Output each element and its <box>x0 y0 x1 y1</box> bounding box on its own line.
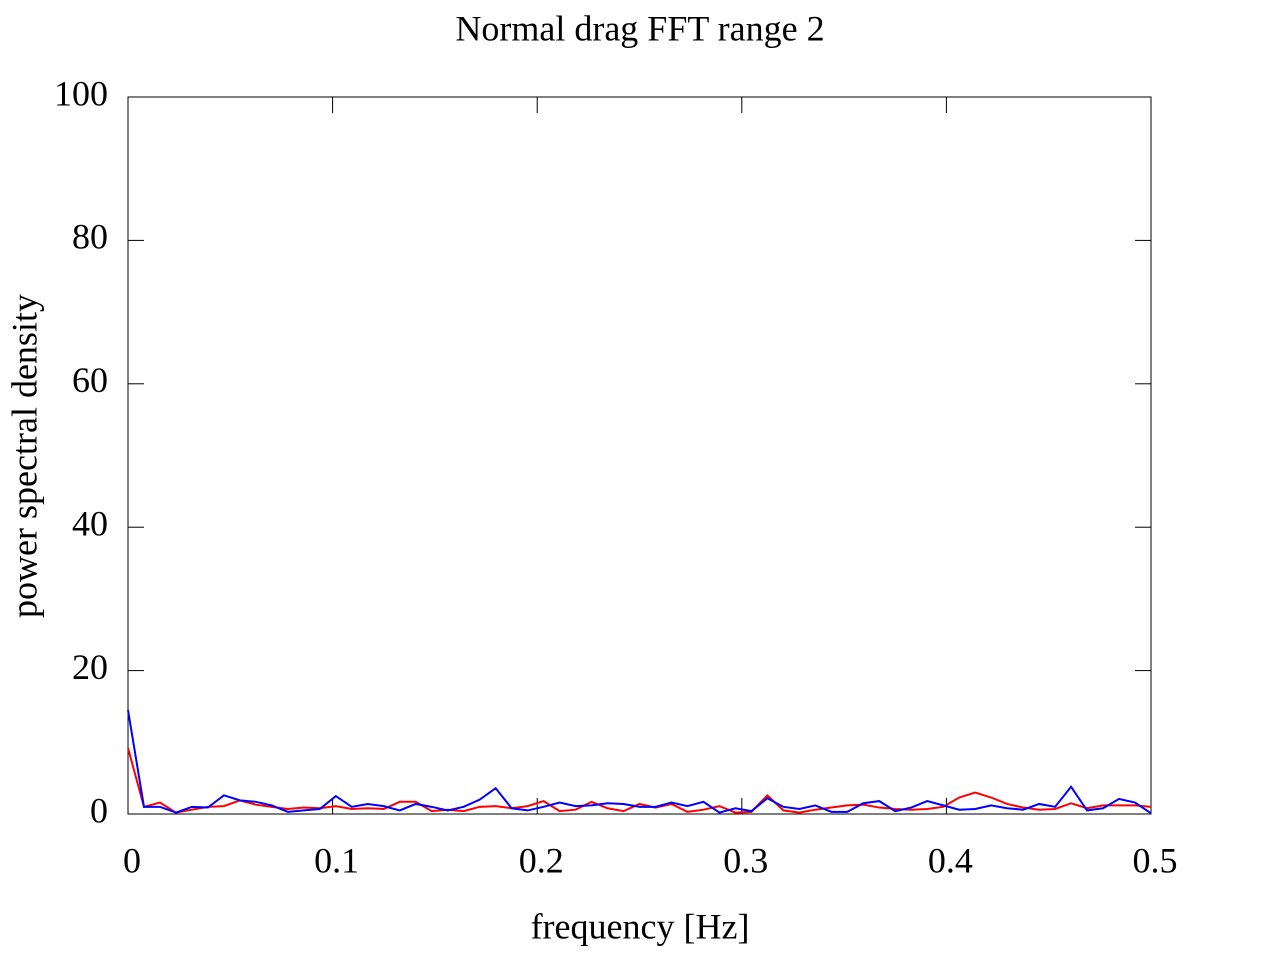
y-tick-label: 100 <box>54 73 108 113</box>
y-tick-label: 80 <box>72 217 108 257</box>
y-tick-label: 20 <box>72 647 108 687</box>
x-tick-label: 0.3 <box>723 840 768 880</box>
data-line <box>127 747 1152 814</box>
x-tick-label: 0 <box>123 840 141 880</box>
chart-title: Normal drag FFT range 2 <box>455 8 824 48</box>
y-axis-label: power spectral density <box>4 294 44 618</box>
x-axis-label: frequency [Hz] <box>531 906 750 946</box>
plot-frame <box>127 96 1152 815</box>
y-tick-label: 60 <box>72 360 108 400</box>
x-tick-label: 0.4 <box>928 840 973 880</box>
y-tick-label: 0 <box>90 790 108 830</box>
data-line <box>127 709 1152 815</box>
y-tick-label: 40 <box>72 503 108 543</box>
x-tick-label: 0.5 <box>1133 840 1178 880</box>
x-tick-label: 0.2 <box>519 840 564 880</box>
x-tick-label: 0.1 <box>314 840 359 880</box>
